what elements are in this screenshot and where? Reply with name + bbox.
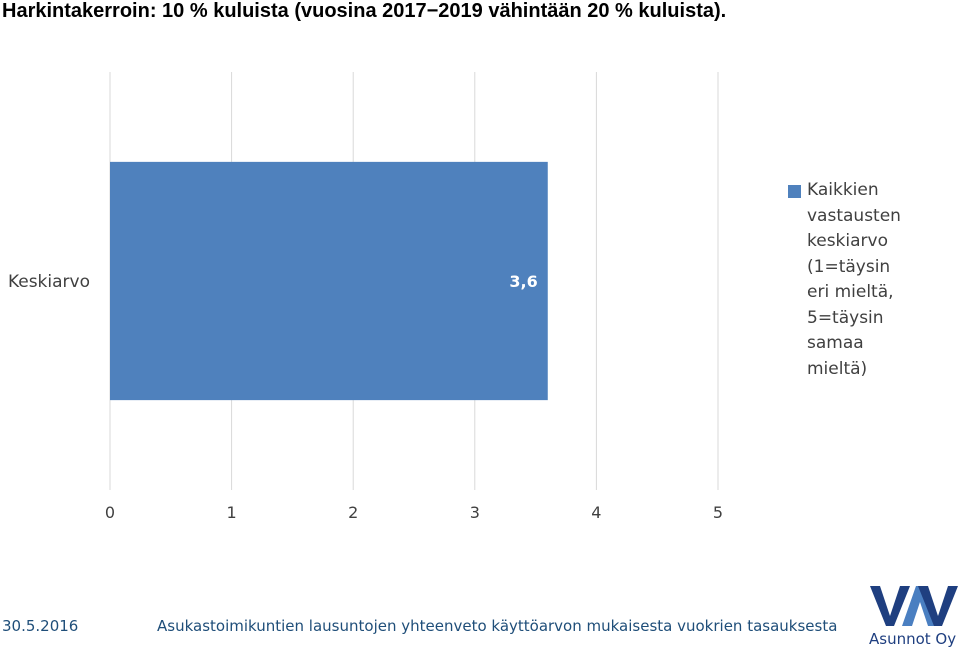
- legend-line: 5=täysin: [807, 307, 884, 328]
- legend-line: Kaikkien: [807, 180, 879, 200]
- x-tick-label: 2: [348, 503, 358, 522]
- legend-line: samaa: [807, 333, 864, 353]
- legend-line: vastausten: [807, 205, 901, 226]
- logo-mark: [870, 586, 958, 626]
- logo-v2: [918, 586, 958, 626]
- bar-chart: Keskiarvo 0 1 2 3 4 5 3,6: [8, 72, 723, 522]
- data-label: 3,6: [509, 272, 537, 291]
- footer-date: 30.5.2016: [2, 617, 79, 635]
- legend: Kaikkien vastausten keskiarvo (1=täysin eri …: [788, 178, 908, 382]
- legend-line: mieltä): [807, 358, 868, 379]
- x-tick-label: 3: [470, 503, 480, 522]
- legend-swatch: [788, 185, 801, 198]
- legend-line: keskiarvo: [807, 231, 888, 251]
- logo-v1: [870, 586, 910, 626]
- legend-label: Kaikkien vastausten keskiarvo (1=täysin eri …: [807, 178, 907, 382]
- x-tick-labels: 0 1 2 3 4 5: [105, 503, 723, 522]
- x-tick-label: 1: [227, 503, 237, 522]
- logo-caption: Asunnot Oy: [869, 630, 957, 648]
- x-tick-label: 0: [105, 503, 115, 522]
- legend-line: (1=täysin: [807, 256, 891, 277]
- category-label: Keskiarvo: [8, 272, 90, 292]
- bars: [110, 161, 548, 401]
- bar: [110, 161, 548, 401]
- vav-logo: [870, 586, 958, 626]
- x-tick-label: 4: [591, 503, 601, 522]
- data-labels: 3,6: [509, 272, 537, 291]
- footer-caption: Asukastoimikuntien lausuntojen yhteenvet…: [157, 617, 838, 635]
- x-tick-label: 5: [713, 503, 723, 522]
- legend-line: eri mieltä,: [807, 282, 894, 302]
- page-title: Harkintakerroin: 10 % kuluista (vuosina …: [2, 0, 727, 22]
- category-labels: Keskiarvo: [8, 272, 90, 292]
- logo-a: [902, 586, 938, 626]
